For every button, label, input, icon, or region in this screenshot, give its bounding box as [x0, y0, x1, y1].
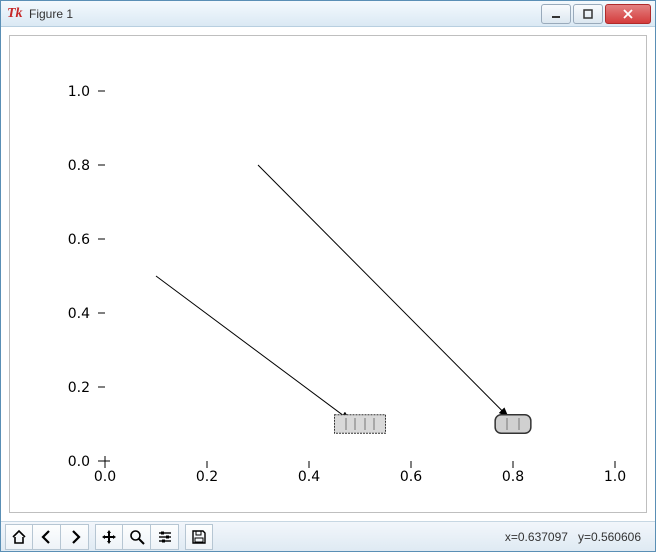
ytick-1: 0.2 [68, 380, 90, 396]
save-button[interactable] [185, 524, 213, 550]
back-button[interactable] [33, 524, 61, 550]
x-axis: 0.0 0.2 0.4 0.6 0.8 1.0 [94, 461, 626, 485]
xtick-1: 0.2 [196, 469, 218, 485]
node-2 [495, 415, 531, 434]
home-icon [11, 529, 27, 545]
arrow-2 [258, 165, 508, 417]
figure-window: Tk Figure 1 [0, 0, 656, 552]
magnifier-icon [129, 529, 145, 545]
home-button[interactable] [5, 524, 33, 550]
xtick-5: 1.0 [604, 469, 626, 485]
maximize-button[interactable] [573, 4, 603, 24]
close-button[interactable] [605, 4, 651, 24]
origin-mark [105, 456, 110, 461]
forward-button[interactable] [61, 524, 89, 550]
cursor-y: y=0.560606 [578, 530, 641, 544]
node-1 [335, 415, 386, 434]
xtick-3: 0.6 [400, 469, 422, 485]
arrow-1 [156, 276, 350, 420]
ytick-2: 0.4 [68, 306, 90, 322]
xtick-0: 0.0 [94, 469, 116, 485]
arrow-left-icon [39, 529, 55, 545]
plot-area: 0.0 0.2 0.4 0.6 0.8 1.0 0.0 [1, 27, 655, 521]
y-axis: 0.0 0.2 0.4 0.6 0.8 1.0 [68, 84, 105, 470]
window-controls [540, 4, 655, 24]
cursor-x: x=0.637097 [505, 530, 568, 544]
sliders-icon [157, 529, 173, 545]
navigation-toolbar: x=0.637097 y=0.560606 [1, 521, 655, 551]
configure-button[interactable] [151, 524, 179, 550]
zoom-button[interactable] [123, 524, 151, 550]
tk-app-icon: Tk [7, 6, 23, 22]
ytick-3: 0.6 [68, 232, 90, 248]
window-title: Figure 1 [29, 7, 540, 21]
xtick-2: 0.4 [298, 469, 320, 485]
chart-svg[interactable]: 0.0 0.2 0.4 0.6 0.8 1.0 0.0 [10, 36, 646, 512]
ytick-0: 0.0 [68, 454, 90, 470]
minimize-button[interactable] [541, 4, 571, 24]
arrow-right-icon [67, 529, 83, 545]
titlebar[interactable]: Tk Figure 1 [1, 1, 655, 27]
plot-frame: 0.0 0.2 0.4 0.6 0.8 1.0 0.0 [9, 35, 647, 513]
pan-button[interactable] [95, 524, 123, 550]
ytick-4: 0.8 [68, 158, 90, 174]
xtick-4: 0.8 [502, 469, 524, 485]
floppy-icon [191, 529, 207, 545]
ytick-5: 1.0 [68, 84, 90, 100]
move-icon [101, 529, 117, 545]
